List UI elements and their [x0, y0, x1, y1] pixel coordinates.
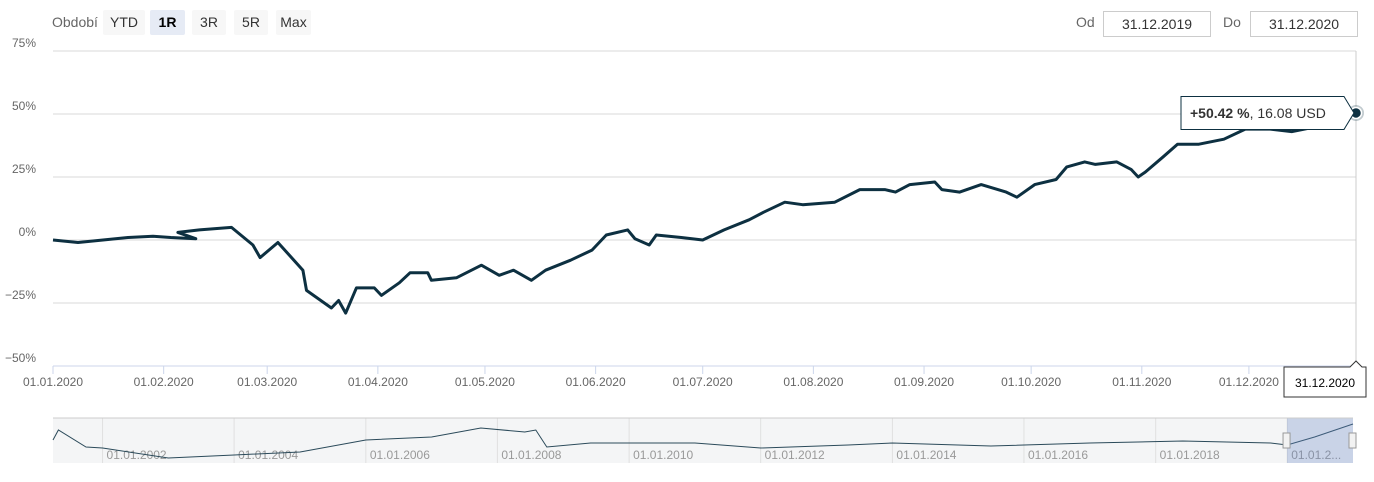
navigator-tick-label: 01.01.2010: [633, 448, 693, 462]
x-tick-label: 01.05.2020: [455, 375, 515, 389]
range-label: Období: [52, 14, 98, 30]
navigator-tick-label: 01.01.2006: [370, 448, 430, 462]
from-label: Od: [1076, 14, 1095, 30]
x-tick-label: 01.04.2020: [348, 375, 408, 389]
navigator-handle[interactable]: [1282, 432, 1291, 449]
x-tick-label: 01.11.2020: [1112, 375, 1171, 389]
navigator-tick-label: 01.01.2012: [765, 448, 825, 462]
to-label: Do: [1223, 14, 1241, 30]
navigator-handle[interactable]: [1348, 432, 1357, 449]
y-tick-label: 50%: [12, 99, 36, 113]
x-tick-label: 01.06.2020: [566, 375, 626, 389]
range-button[interactable]: YTD: [103, 10, 145, 35]
navigator-tick-label: 01.01.2016: [1028, 448, 1088, 462]
tooltip-text: +50.42 %, 16.08 USD: [1190, 105, 1326, 121]
tooltip-change: +50.42 %: [1190, 105, 1250, 121]
y-tick-label: −50%: [5, 351, 36, 365]
x-tick-label: 01.03.2020: [237, 375, 297, 389]
navigator-bg: [53, 418, 1353, 463]
tooltip-price: , 16.08 USD: [1250, 105, 1326, 121]
range-button[interactable]: 5R: [234, 10, 268, 35]
x-tick-label: 01.09.2020: [894, 375, 954, 389]
x-tick-label: 01.01.2020: [23, 375, 83, 389]
from-input[interactable]: 31.12.2019: [1103, 11, 1211, 37]
y-tick-label: 75%: [12, 36, 36, 50]
navigator-tick-label: 01.01.2004: [238, 448, 298, 462]
x-tick-label: 01.10.2020: [1001, 375, 1061, 389]
y-tick-label: −25%: [5, 288, 36, 302]
range-button[interactable]: 1R: [150, 10, 185, 35]
x-tick-label: 01.07.2020: [673, 375, 733, 389]
x-tick-label: 01.02.2020: [134, 375, 194, 389]
navigator-tick-label: 01.01.2018: [1160, 448, 1220, 462]
to-input[interactable]: 31.12.2020: [1250, 11, 1358, 37]
x-tick-label: 01.12.2020: [1219, 375, 1279, 389]
navigator-tick-label: 01.01.2002: [107, 448, 167, 462]
y-tick-label: 0%: [19, 225, 37, 239]
date-label-box: [1283, 360, 1367, 398]
range-button[interactable]: 3R: [192, 10, 226, 35]
navigator-tick-label: 01.01.2...: [1291, 448, 1341, 462]
navigator-selection: [1287, 418, 1353, 463]
navigator-tick-label: 01.01.2008: [501, 448, 561, 462]
series-line: [52, 111, 1357, 315]
x-tick-label: 01.08.2020: [783, 375, 843, 389]
date-label: 31.12.2020: [1295, 376, 1355, 390]
y-tick-label: 25%: [12, 162, 36, 176]
tooltip-box: [1180, 95, 1355, 130]
navigator-line: [52, 423, 1354, 459]
range-button[interactable]: Max: [276, 10, 311, 35]
navigator-tick-label: 01.01.2014: [896, 448, 956, 462]
